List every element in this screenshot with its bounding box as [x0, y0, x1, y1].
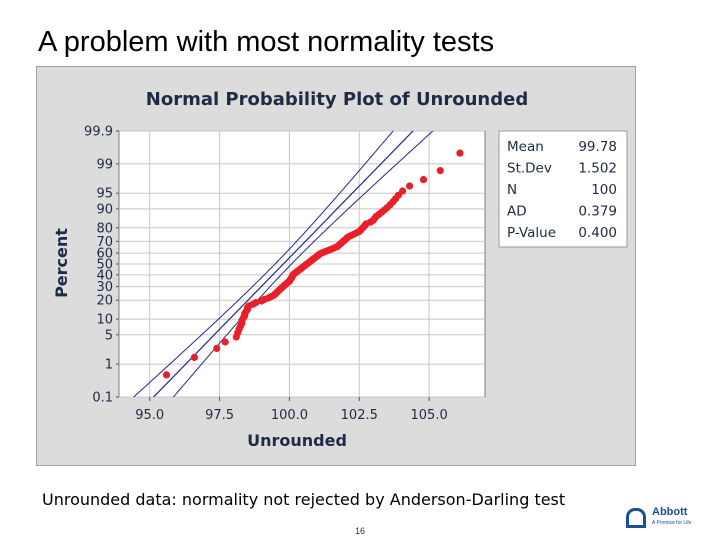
y-tick-label: 80 — [96, 221, 113, 236]
y-tick-label: 90 — [96, 202, 113, 217]
stat-label: P-Value — [507, 225, 556, 241]
y-axis-label: Percent — [52, 228, 71, 298]
stat-value: 100 — [591, 182, 617, 198]
logo-tagline: A Promise for Life — [652, 520, 692, 526]
chart-figure: 0.1 1 5 10 20 30 40 50 60 70 80 90 95 99 99.9 95.0 97.5… — [36, 66, 636, 466]
y-tick-label: 70 — [96, 235, 113, 250]
y-tick-label: 0.1 — [92, 391, 113, 406]
y-tick-label: 20 — [96, 294, 113, 309]
fit-line — [152, 131, 414, 397]
x-tick-label: 95.0 — [135, 408, 164, 423]
y-tick-label: 1 — [105, 358, 113, 373]
data-point — [436, 167, 444, 175]
confidence-band-upper — [133, 131, 394, 397]
abbott-logo: Abbott A Promise for Life — [626, 506, 716, 530]
data-point — [162, 371, 171, 379]
stat-value: 0.379 — [578, 204, 617, 220]
data-point — [213, 344, 221, 352]
y-tick-label: 99.9 — [84, 125, 113, 140]
data-point — [456, 149, 464, 157]
stat-value: 0.400 — [578, 225, 617, 241]
y-tick-label: 40 — [96, 268, 113, 283]
y-tick-label: 5 — [105, 328, 113, 343]
logo-name: Abbott — [652, 506, 688, 518]
y-tick-label: 30 — [96, 280, 113, 295]
x-tick-label: 105.0 — [411, 408, 448, 423]
page-number: 16 — [354, 526, 365, 536]
data-point — [406, 182, 414, 190]
data-point — [190, 353, 198, 361]
confidence-band-lower — [172, 131, 434, 397]
stat-label: Mean — [507, 139, 544, 155]
y-tick-label: 99 — [96, 157, 113, 172]
grid-lines — [119, 130, 485, 398]
chart-title: Normal Probability Plot of Unrounded — [146, 89, 528, 110]
x-tick-labels: 95.0 97.5 100.0 102.5 105.0 — [135, 397, 448, 423]
data-point — [221, 338, 229, 346]
abbott-logo-mark-icon — [626, 508, 646, 528]
data-point — [419, 176, 428, 184]
stat-label: St.Dev — [507, 161, 552, 177]
stat-label: N — [507, 182, 517, 198]
x-tick-label: 97.5 — [205, 408, 234, 423]
stats-table: Mean 99.78 St.Dev 1.502 N 100 AD 0.379 P-Value 0.… — [507, 139, 617, 241]
y-tick-label: 95 — [96, 187, 113, 202]
stat-value: 1.502 — [578, 161, 617, 177]
x-tick-label: 100.0 — [271, 408, 308, 423]
y-tick-label: 10 — [96, 313, 113, 328]
stat-value: 99.78 — [578, 139, 617, 155]
y-tick-label: 50 — [96, 258, 113, 273]
x-tick-label: 102.5 — [341, 408, 378, 423]
data-points — [162, 149, 464, 379]
data-point — [252, 299, 260, 307]
slide-title: A problem with most normality tests — [38, 26, 495, 58]
x-axis-label: Unrounded — [247, 431, 347, 450]
fit-lines — [133, 131, 434, 397]
slide-caption: Unrounded data: normality not rejected b… — [42, 490, 566, 509]
data-point — [399, 187, 407, 195]
stats-box — [498, 130, 628, 248]
y-tick-label: 60 — [96, 247, 113, 262]
stat-label: AD — [507, 204, 527, 220]
